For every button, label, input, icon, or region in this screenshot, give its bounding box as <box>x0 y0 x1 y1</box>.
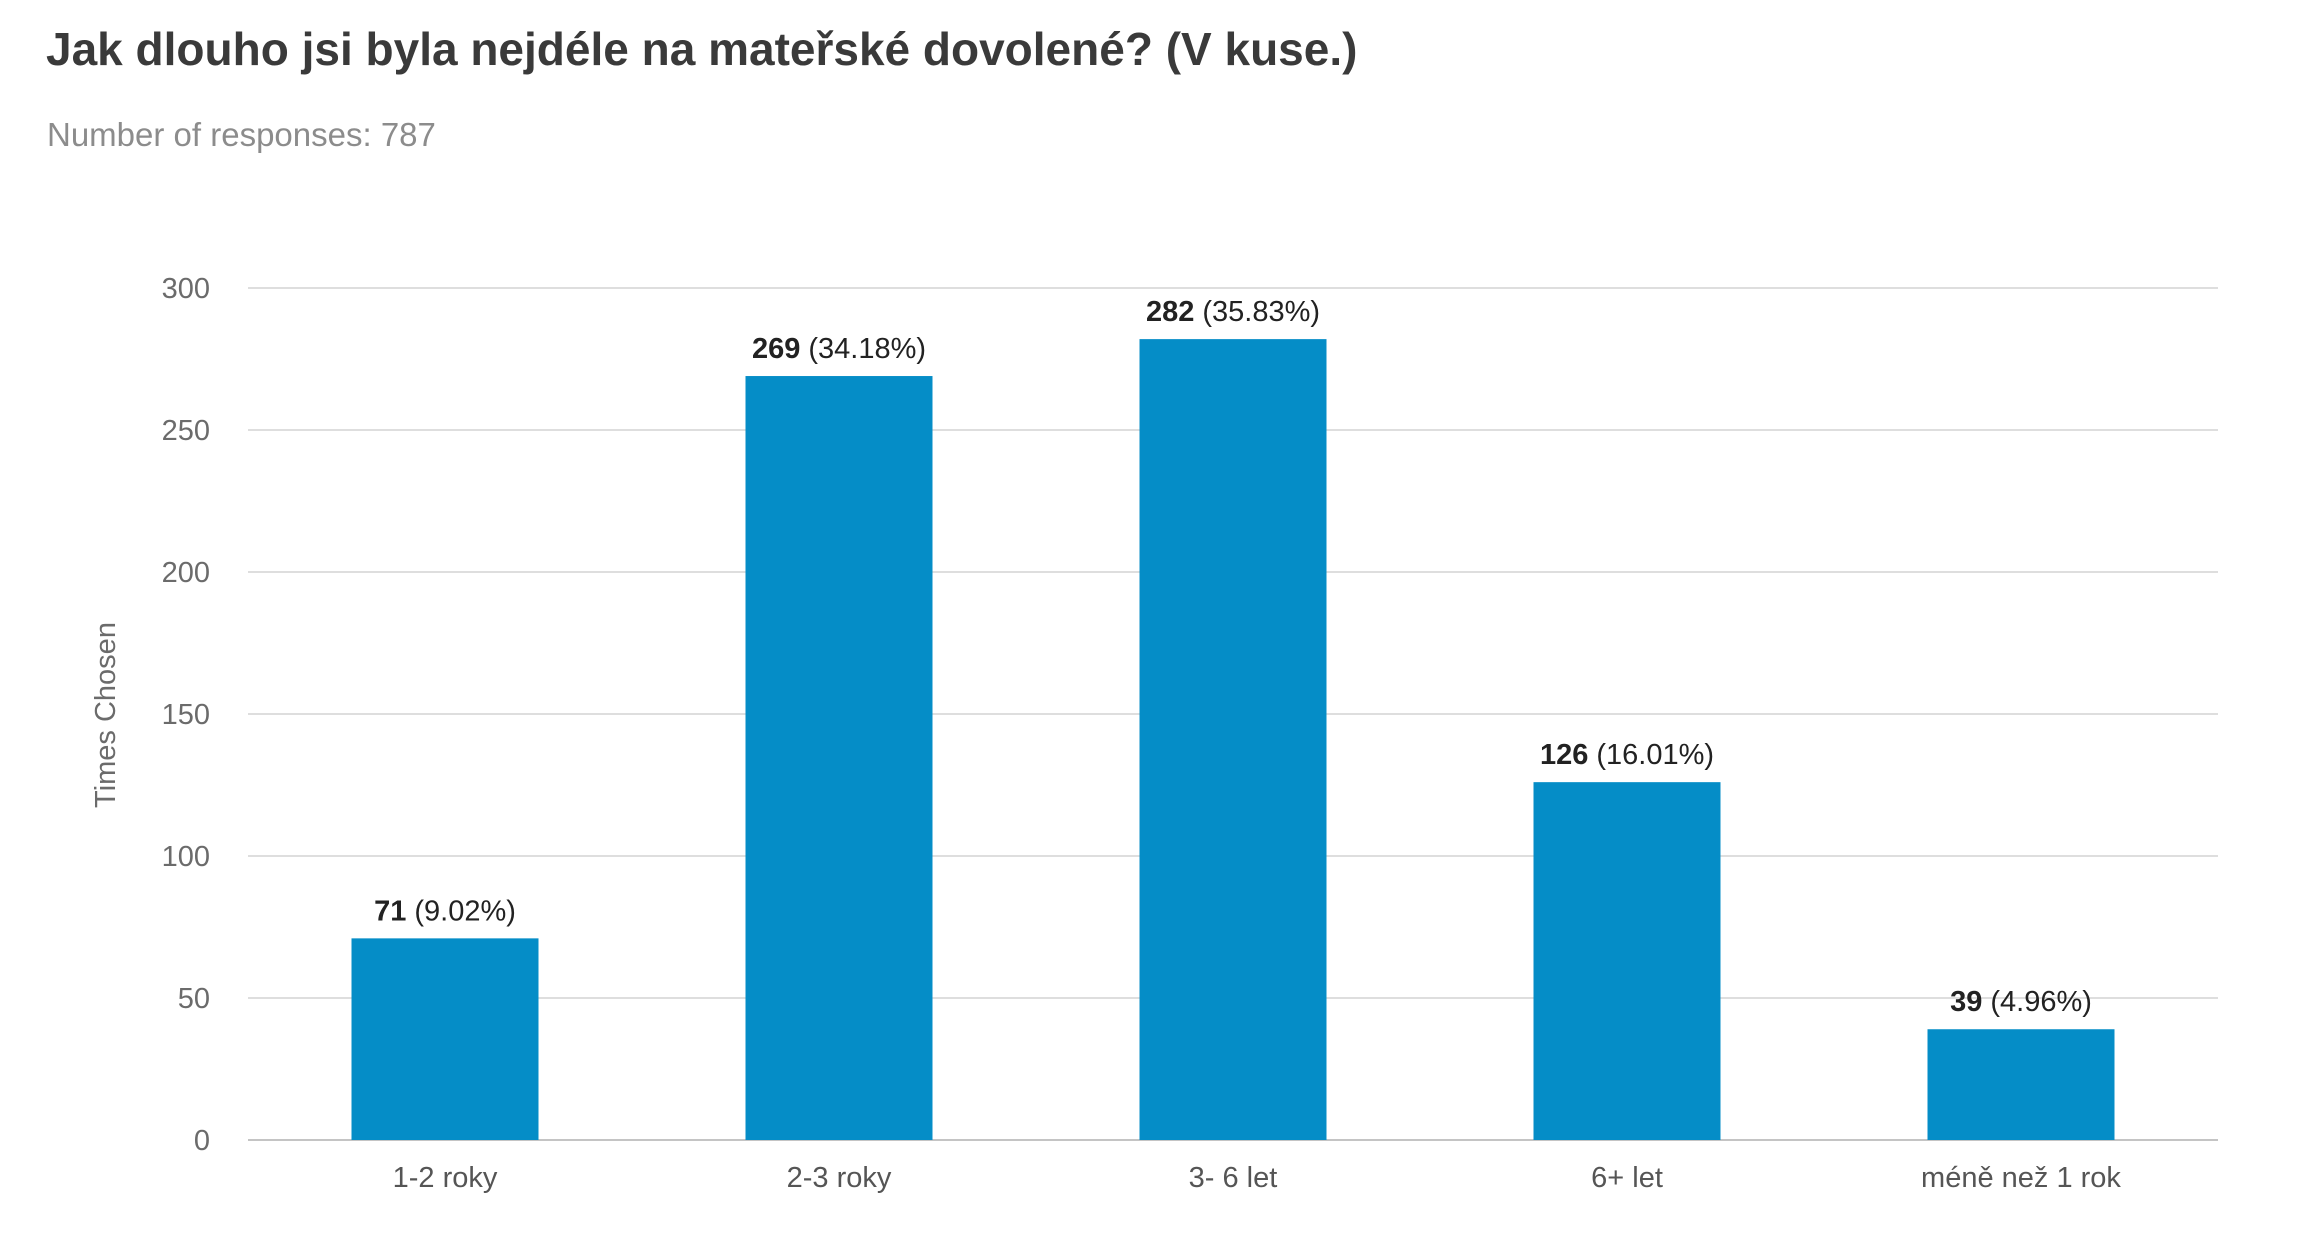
label-layer: 0 50 100 150 200 250 300 1-2 roky 71 (9.02%) 2-3 … <box>162 273 2122 1194</box>
bar-data-label: 269 (34.18%) <box>752 333 926 365</box>
y-tick-label: 100 <box>162 841 210 873</box>
y-tick-label: 150 <box>162 699 210 731</box>
bar <box>1533 782 1721 1140</box>
x-category-label: 2-3 roky <box>787 1162 892 1194</box>
y-tick-label: 200 <box>162 557 210 589</box>
bar-data-label: 282 (35.83%) <box>1146 296 1320 328</box>
x-category-label: 1-2 roky <box>393 1162 498 1194</box>
bar-layer <box>351 339 2115 1140</box>
y-tick-label: 0 <box>194 1125 210 1157</box>
bar <box>1927 1029 2115 1140</box>
bar-data-label: 71 (9.02%) <box>374 895 516 927</box>
x-category-label: 3- 6 let <box>1189 1162 1278 1194</box>
bar <box>351 938 539 1140</box>
y-axis-title: Times Chosen <box>90 622 122 808</box>
response-count: Number of responses: 787 <box>47 116 436 153</box>
y-tick-label: 50 <box>178 983 210 1015</box>
x-category-label: 6+ let <box>1591 1162 1663 1194</box>
bar-data-label: 126 (16.01%) <box>1540 739 1714 771</box>
chart-title: Jak dlouho jsi byla nejdéle na mateřské … <box>46 23 1358 75</box>
bar <box>745 376 933 1140</box>
y-tick-label: 300 <box>162 273 210 305</box>
bar <box>1139 339 1327 1140</box>
y-tick-label: 250 <box>162 415 210 447</box>
bar-data-label: 39 (4.96%) <box>1950 986 2092 1018</box>
x-category-label: méně než 1 rok <box>1921 1162 2121 1194</box>
